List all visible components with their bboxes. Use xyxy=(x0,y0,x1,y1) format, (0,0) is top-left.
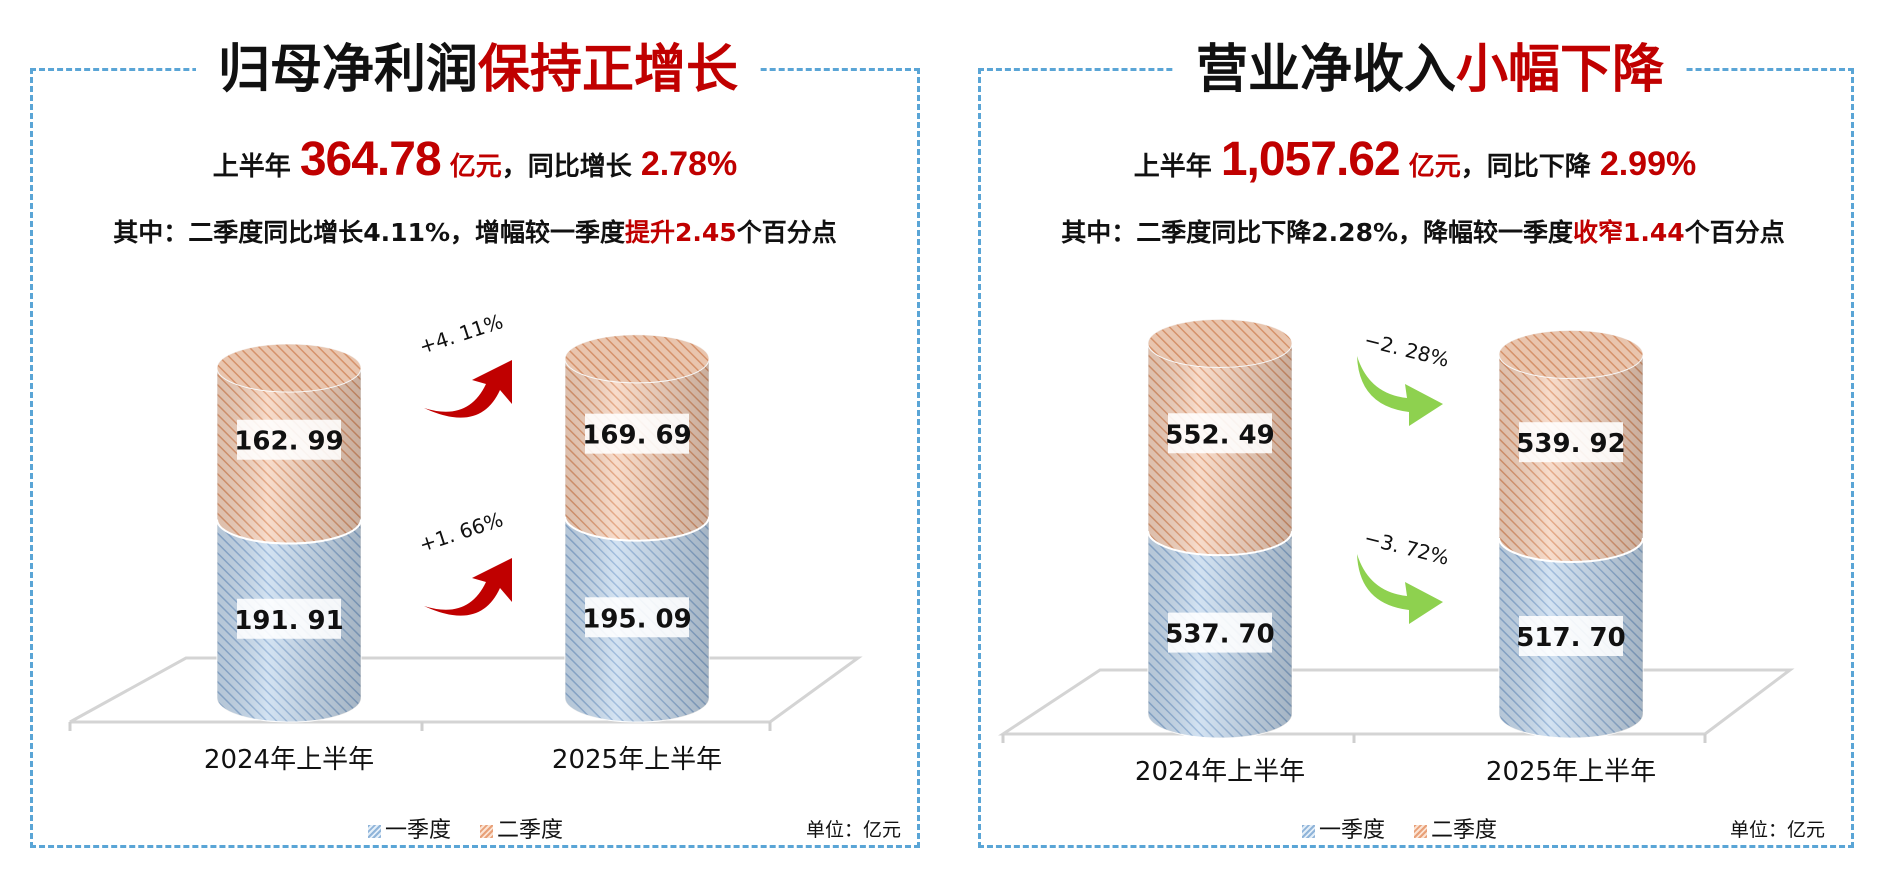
bar-top-cap-0 xyxy=(216,343,362,393)
bar-seam-0 xyxy=(1147,531,1293,557)
legend-q1: 一季度 xyxy=(368,818,451,843)
data-label-box-q2-1 xyxy=(585,413,689,454)
decline-arrow-down-icon xyxy=(1357,356,1443,426)
category-label-1: 2025年上半年 xyxy=(552,745,722,775)
data-label-box-q1-1 xyxy=(585,597,689,638)
left-headline: 上半年 364.78 亿元，同比增长 2.78% xyxy=(212,133,738,186)
right-unit-note: 单位：亿元 xyxy=(1730,819,1826,841)
data-label-q2-1: 539. 92 xyxy=(1516,429,1625,459)
category-label-0: 2024年上半年 xyxy=(204,745,374,775)
legend-q1-swatch xyxy=(1302,824,1315,838)
growth-arrow-up-icon xyxy=(424,360,512,418)
data-label-box-q1-0 xyxy=(237,598,341,639)
bar-seam-1 xyxy=(564,516,710,542)
bar-top-cap-1 xyxy=(1498,329,1644,379)
right-legend: 一季度 二季度 xyxy=(1302,812,1519,844)
legend-q2: 二季度 xyxy=(480,818,563,843)
legend-q2: 二季度 xyxy=(1414,818,1497,843)
left-subline: 其中：二季度同比增长4.11%，增幅较一季度提升2.45个百分点 xyxy=(113,218,837,247)
decline-arrow-down-icon xyxy=(1357,554,1443,624)
data-label-box-q1-0 xyxy=(1168,612,1272,653)
data-label-q1-0: 537. 70 xyxy=(1165,620,1274,650)
bar-top-cap-shade-0 xyxy=(1148,319,1292,368)
category-label-1: 2025年上半年 xyxy=(1486,757,1656,787)
data-label-q2-1: 169. 69 xyxy=(582,421,691,451)
right-headline: 上半年 1,057.62 亿元，同比下降 2.99% xyxy=(1133,133,1697,186)
category-label-0: 2024年上半年 xyxy=(1135,757,1305,787)
bar-top-cap-shade-0 xyxy=(217,343,361,392)
data-label-box-q1-1 xyxy=(1519,615,1623,656)
legend-q2-swatch xyxy=(1414,824,1428,838)
data-label-box-q2-0 xyxy=(237,419,341,460)
data-label-q1-1: 195. 09 xyxy=(582,604,691,634)
left-unit-note: 单位：亿元 xyxy=(806,819,902,841)
right-title: 营业净收入小幅下降 xyxy=(1174,36,1687,104)
data-label-q2-0: 552. 49 xyxy=(1165,420,1274,450)
legend-q2-swatch xyxy=(480,824,494,838)
legend-q1-swatch xyxy=(368,824,381,838)
data-label-q1-0: 191. 91 xyxy=(234,606,343,636)
bar-seam-0 xyxy=(216,519,362,545)
bar-top-cap-shade-1 xyxy=(565,334,709,383)
bar-top-cap-0 xyxy=(1147,318,1293,368)
bar-top-cap-1 xyxy=(564,334,710,384)
data-label-q1-1: 517. 70 xyxy=(1516,623,1625,653)
bar-top-cap-shade-1 xyxy=(1499,330,1643,379)
left-legend: 一季度 二季度 xyxy=(368,812,585,844)
data-label-box-q2-1 xyxy=(1519,422,1623,463)
legend-q1: 一季度 xyxy=(1302,818,1385,843)
growth-arrow-up-icon xyxy=(424,558,512,616)
right-subline: 其中：二季度同比下降2.28%，降幅较一季度收窄1.44个百分点 xyxy=(1061,218,1785,247)
left-title: 归母净利润保持正增长 xyxy=(196,36,761,104)
data-label-box-q2-0 xyxy=(1168,413,1272,454)
data-label-q2-0: 162. 99 xyxy=(234,427,343,457)
chart-net-profit: 191. 91 162. 99 2024年上半年 195. 09 169. 69 2025… xyxy=(68,309,863,775)
bar-seam-1 xyxy=(1498,537,1644,563)
chart-net-revenue: 537. 70 552. 49 2024年上半年 517. 70 539. 92 2025… xyxy=(998,318,1795,787)
